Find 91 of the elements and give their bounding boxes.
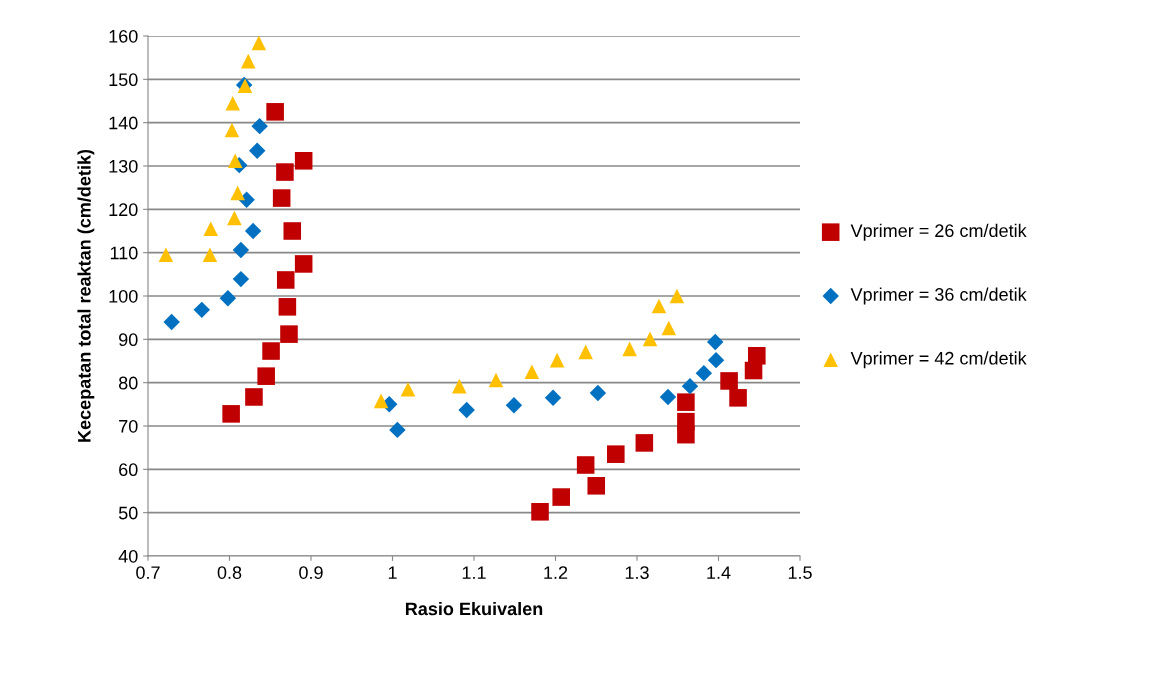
x-tick-label: 1.2 <box>544 566 568 579</box>
point <box>294 255 313 273</box>
y-tick-label: 60 <box>119 463 138 477</box>
point <box>661 320 677 336</box>
point <box>240 53 256 69</box>
point <box>659 388 677 406</box>
x-axis-title: Rasio Ekuivalen <box>405 602 543 616</box>
y-tick-label: 90 <box>119 333 138 347</box>
y-tick-label: 100 <box>109 289 138 303</box>
point <box>677 393 695 411</box>
legend-label: Vprimer = 36 cm/detik <box>850 287 1027 305</box>
x-tick-label: 0.9 <box>299 566 323 579</box>
point <box>251 36 267 51</box>
point <box>232 241 250 259</box>
y-tick-label: 40 <box>118 549 138 563</box>
y-tick-label: 130 <box>109 159 138 173</box>
point <box>587 477 606 495</box>
point <box>549 352 565 368</box>
x-tick-label: 0.8 <box>217 566 242 579</box>
point <box>552 488 570 506</box>
point <box>251 117 268 135</box>
y-tick-label: 120 <box>109 203 138 217</box>
point <box>635 434 654 452</box>
point <box>707 351 725 369</box>
point <box>578 344 593 360</box>
point <box>230 185 245 201</box>
point <box>232 270 250 288</box>
point <box>276 163 294 181</box>
point <box>677 412 695 431</box>
point <box>622 341 637 357</box>
point <box>544 389 562 407</box>
point <box>227 153 243 169</box>
point <box>531 503 549 521</box>
point <box>707 333 724 351</box>
y-tick-label: 80 <box>118 376 138 390</box>
point <box>681 377 699 395</box>
point <box>158 247 174 263</box>
point <box>283 222 302 240</box>
point <box>225 95 241 111</box>
point <box>257 367 275 385</box>
legend-label: Vprimer = 26 cm/detik <box>850 223 1027 241</box>
point <box>248 142 266 160</box>
point <box>669 288 685 304</box>
point <box>400 381 416 397</box>
point <box>244 222 262 240</box>
y-tick-label: 110 <box>110 246 138 260</box>
y-tick-label: 50 <box>118 506 138 520</box>
x-tick-label: 1.4 <box>707 566 731 579</box>
point <box>222 405 240 423</box>
y-tick-label: 160 <box>109 29 138 43</box>
point <box>227 210 242 226</box>
point <box>202 247 218 263</box>
point <box>224 122 240 138</box>
point <box>373 393 389 409</box>
point <box>720 372 738 390</box>
point <box>294 152 313 170</box>
point <box>203 221 219 237</box>
point <box>193 301 211 319</box>
point <box>219 289 237 307</box>
point <box>505 396 523 414</box>
point <box>642 331 658 347</box>
point <box>576 456 595 474</box>
point <box>280 325 298 343</box>
legend-label: Vprimer = 42 cm/detik <box>850 351 1027 369</box>
point <box>389 421 406 439</box>
x-tick-label: 0.7 <box>136 566 160 579</box>
point <box>266 103 284 121</box>
x-tick-label: 1.5 <box>788 566 812 579</box>
point <box>278 298 297 316</box>
point <box>452 378 467 394</box>
x-tick-label: 1.3 <box>625 566 649 579</box>
y-tick-label: 150 <box>109 73 138 87</box>
y-axis-title: Kecepatan total reaktan (cm/detik) <box>77 149 95 442</box>
point <box>488 372 504 388</box>
point <box>651 298 667 314</box>
point <box>272 189 291 207</box>
y-tick-label: 140 <box>109 116 138 130</box>
point <box>458 401 475 419</box>
point <box>729 389 747 407</box>
y-tick-label: 70 <box>119 419 138 433</box>
point <box>276 271 295 289</box>
point <box>607 445 625 463</box>
x-tick-label: 1.1 <box>462 566 486 579</box>
point <box>748 347 766 365</box>
point <box>245 388 263 406</box>
point <box>262 342 280 360</box>
point <box>524 364 540 380</box>
point <box>589 384 607 402</box>
point <box>695 364 713 382</box>
x-tick-label: 1 <box>388 566 397 579</box>
point <box>163 313 180 331</box>
